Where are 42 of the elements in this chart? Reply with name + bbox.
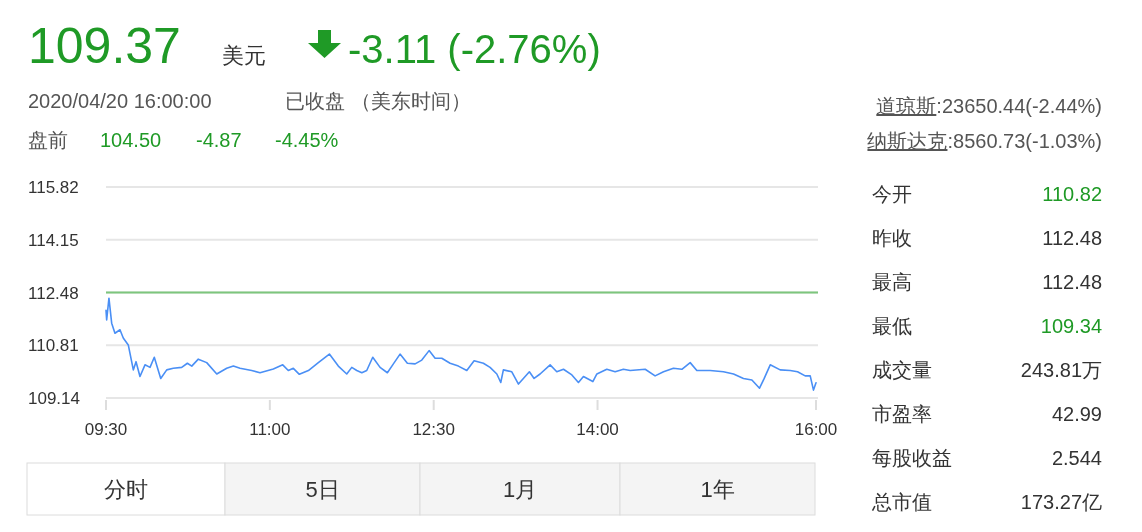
text: 最低: [872, 315, 912, 337]
text: 110.82: [1042, 183, 1102, 205]
text: 1月: [502, 477, 538, 502]
y-tick-label: 109.14: [28, 389, 80, 408]
x-tick-label: 14:00: [576, 420, 619, 439]
text: 2020/04/20 16:00:00: [28, 90, 212, 112]
text: 5日: [305, 477, 340, 502]
text: 成交量: [872, 359, 932, 381]
text: -4.87: [196, 129, 242, 151]
text: 243.81万: [1020, 359, 1102, 381]
x-tick-label: 16:00: [794, 420, 838, 439]
text: 173.27亿: [1020, 491, 1102, 513]
text: -3.11 (-2.76%): [348, 27, 601, 71]
text: 盘前: [28, 129, 68, 151]
text: 109.37: [28, 18, 181, 74]
text: 总市值: [871, 491, 932, 513]
x-tick-label: 12:30: [412, 420, 455, 439]
text: 分时: [104, 477, 148, 502]
text: 道琼斯:23650.44(-2.44%): [876, 95, 1102, 117]
text: 每股收益: [872, 447, 952, 469]
text: 美元: [222, 43, 266, 68]
x-tick-label: 11:00: [249, 420, 291, 439]
y-tick-label: 112.48: [28, 283, 79, 303]
text: 1年: [700, 477, 735, 502]
text: 昨收: [872, 227, 912, 249]
text: 112.48: [1042, 227, 1102, 249]
text: 112.48: [1042, 271, 1102, 293]
text: 今开: [872, 183, 912, 205]
y-tick-label: 110.81: [28, 336, 79, 356]
text: 104.50: [100, 129, 162, 151]
y-tick-label: 114.15: [28, 230, 79, 250]
text: 42.99: [1051, 403, 1102, 425]
x-tick-label: 09:30: [84, 420, 128, 439]
y-tick-label: 115.82: [28, 178, 79, 197]
text: 最高: [872, 271, 912, 293]
line-series: [105, 297, 817, 391]
text: 市盈率: [872, 403, 932, 425]
text: 109.34: [1040, 315, 1102, 337]
text: 2.544: [1051, 447, 1102, 469]
text: 纳斯达克:8560.73(-1.03%): [867, 130, 1102, 152]
text: 已收盘 （美东时间）: [285, 90, 471, 112]
text: -4.45%: [275, 129, 339, 151]
